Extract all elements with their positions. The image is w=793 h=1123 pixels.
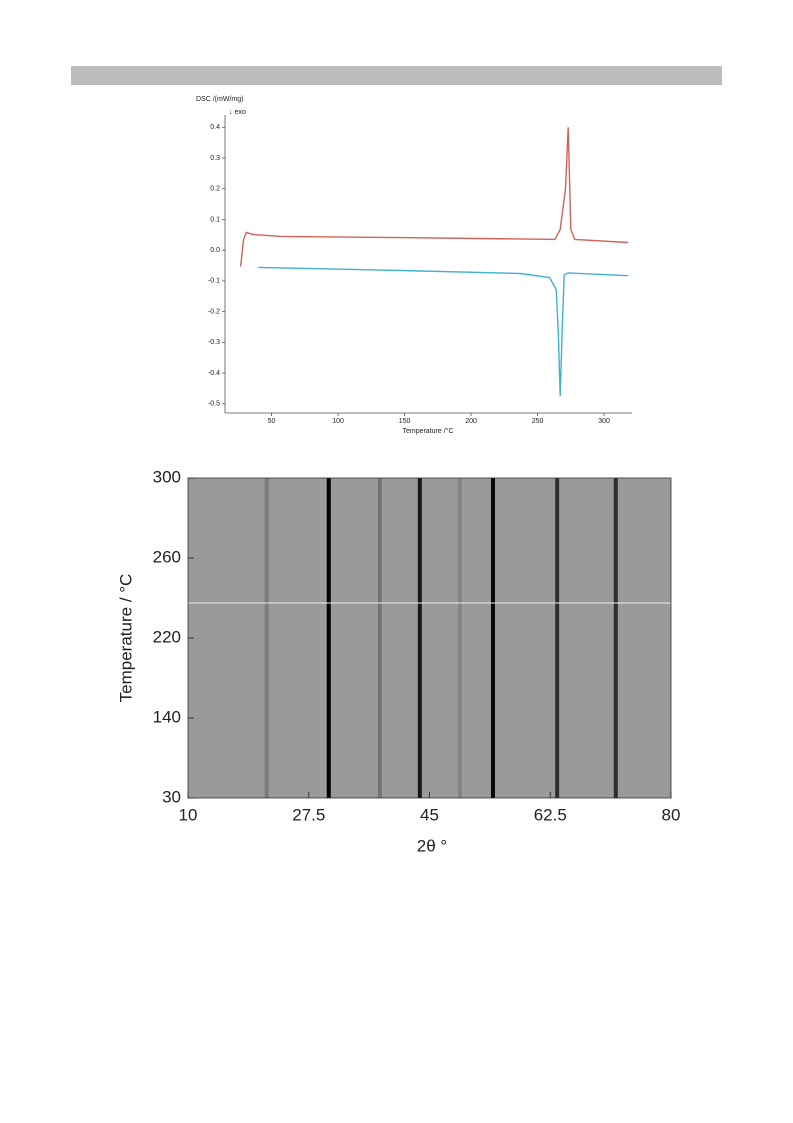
y-tick-label: 0.3	[210, 155, 220, 162]
y-tick-label: 0.2	[210, 186, 220, 193]
y-tick-label: 30	[162, 787, 181, 806]
peak-line	[490, 478, 495, 798]
y-tick-label: -0.1	[208, 278, 220, 285]
dsc-title: DSC /(mW/mg)	[196, 96, 243, 103]
x-tick-label: 10	[179, 805, 198, 824]
y-tick-label: -0.5	[208, 401, 220, 408]
dsc-subtitle: ↓ exo	[229, 109, 246, 116]
dsc-x-label: Temperature /°C	[402, 427, 453, 435]
x-tick-label: 50	[268, 418, 276, 425]
x-tick-label: 200	[465, 418, 477, 425]
y-tick-label: -0.2	[208, 308, 220, 315]
y-tick-label: -0.4	[208, 370, 220, 377]
y-tick-label: 0.0	[210, 247, 220, 254]
x-tick-label: 250	[532, 418, 544, 425]
peak-line	[613, 478, 618, 798]
peak-line	[326, 478, 331, 798]
header-bar	[71, 66, 722, 85]
peak-line	[457, 478, 462, 798]
peak-line	[264, 478, 269, 798]
x-tick-label: 100	[332, 418, 344, 425]
map-background	[188, 478, 671, 798]
xrd-x-label: 2θ °	[417, 836, 447, 855]
x-tick-label: 80	[662, 805, 681, 824]
peak-line	[417, 478, 422, 798]
dsc-curve	[258, 266, 629, 396]
y-tick-label: 0.4	[210, 124, 220, 131]
y-tick-label: 260	[153, 547, 181, 566]
y-tick-label: 0.1	[210, 216, 220, 223]
y-tick-label: 300	[153, 467, 181, 486]
x-tick-label: 45	[420, 805, 439, 824]
y-tick-label: 140	[153, 707, 181, 726]
x-tick-label: 62.5	[534, 805, 567, 824]
x-tick-label: 27.5	[292, 805, 325, 824]
x-tick-label: 150	[399, 418, 411, 425]
peak-line	[555, 478, 560, 798]
dsc-curve	[239, 127, 629, 267]
x-tick-label: 300	[598, 418, 610, 425]
peak-line	[377, 478, 382, 798]
y-tick-label: -0.3	[208, 339, 220, 346]
y-tick-label: 220	[153, 627, 181, 646]
xrd-y-label: Temperature / °C	[116, 574, 135, 703]
